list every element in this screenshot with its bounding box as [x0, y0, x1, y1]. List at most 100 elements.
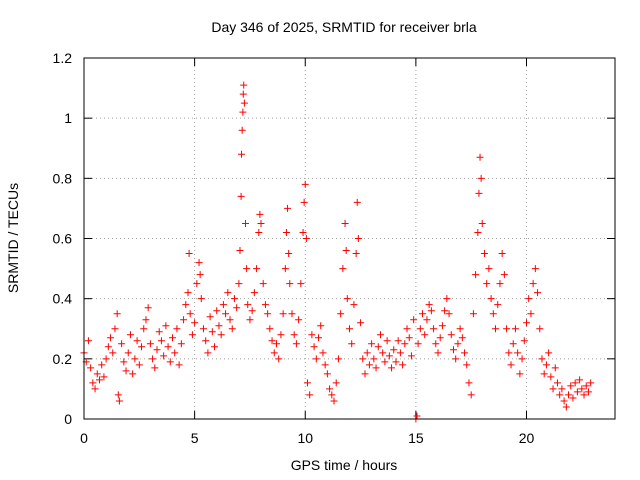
- data-point: [169, 334, 176, 342]
- grid: [84, 58, 615, 419]
- data-point: [430, 325, 438, 333]
- data-point: [193, 280, 201, 288]
- data-point: [438, 322, 446, 330]
- data-point: [323, 370, 331, 378]
- data-point: [370, 355, 378, 363]
- data-point: [553, 379, 561, 387]
- data-point: [357, 319, 365, 327]
- data-point: [288, 310, 296, 318]
- data-point: [463, 361, 471, 369]
- data-point: [319, 349, 327, 357]
- data-point: [184, 289, 192, 297]
- data-point: [138, 343, 146, 351]
- data-point: [489, 310, 497, 318]
- data-point: [142, 316, 150, 324]
- data-point: [217, 331, 225, 339]
- data-point: [536, 325, 544, 333]
- data-point: [326, 385, 334, 393]
- data-point: [496, 280, 504, 288]
- data-point: [195, 259, 203, 267]
- data-point: [582, 382, 590, 390]
- data-point: [171, 349, 179, 357]
- data-point: [472, 271, 480, 279]
- data-point: [505, 349, 513, 357]
- data-point: [312, 355, 320, 363]
- data-point: [162, 322, 170, 330]
- data-point: [290, 331, 298, 339]
- data-point: [259, 280, 267, 288]
- data-point: [182, 301, 190, 309]
- data-point: [346, 325, 353, 333]
- data-point: [310, 343, 318, 351]
- data-point: [199, 325, 207, 333]
- data-point: [240, 81, 248, 89]
- data-point: [255, 228, 263, 236]
- data-point: [328, 391, 336, 399]
- data-point: [133, 337, 141, 345]
- data-point: [135, 361, 143, 369]
- data-point: [514, 349, 522, 357]
- chart-title: Day 346 of 2025, SRMTID for receiver brl…: [211, 19, 477, 35]
- plot-frame: [83, 57, 616, 420]
- data-point: [257, 219, 265, 227]
- data-point: [560, 397, 568, 405]
- data-point: [91, 385, 99, 393]
- data-point: [186, 310, 194, 318]
- data-point: [343, 295, 351, 303]
- data-point: [423, 316, 431, 324]
- data-point: [124, 349, 132, 357]
- data-point: [518, 355, 526, 363]
- data-point: [359, 355, 367, 363]
- data-point: [129, 370, 137, 378]
- data-point: [111, 325, 119, 333]
- data-point: [213, 307, 221, 315]
- data-point: [390, 346, 398, 354]
- data-point: [584, 388, 592, 396]
- data-point: [392, 358, 400, 366]
- data-point: [494, 301, 502, 309]
- data-point: [285, 250, 293, 258]
- data-point: [84, 337, 92, 345]
- data-point: [87, 364, 95, 372]
- data-point: [456, 325, 464, 333]
- y-tick-label: 0.6: [53, 231, 73, 247]
- data-point: [284, 204, 292, 212]
- data-point: [239, 108, 247, 116]
- y-tick-label: 0.2: [53, 351, 73, 367]
- data-point: [317, 322, 325, 330]
- data-point: [131, 355, 139, 363]
- data-point: [238, 150, 246, 158]
- x-tick-label: 0: [80, 430, 88, 446]
- data-point: [507, 361, 515, 369]
- data-point: [144, 304, 152, 312]
- data-point: [569, 394, 577, 402]
- data-point: [551, 364, 559, 372]
- data-point: [222, 310, 230, 318]
- data-point: [365, 361, 373, 369]
- data-point: [118, 340, 126, 348]
- data-point: [476, 153, 484, 161]
- data-point: [109, 349, 117, 357]
- data-point: [122, 367, 130, 375]
- data-point: [558, 385, 566, 393]
- data-point: [166, 358, 174, 366]
- data-point: [342, 247, 350, 255]
- data-point: [315, 334, 323, 342]
- data-point: [401, 340, 409, 348]
- data-point: [403, 325, 411, 333]
- data-point: [376, 331, 384, 339]
- data-point: [238, 126, 246, 134]
- data-point: [443, 295, 451, 303]
- data-point: [350, 301, 358, 309]
- data-point: [244, 301, 252, 309]
- data-point: [469, 310, 477, 318]
- data-point: [545, 349, 553, 357]
- data-point: [556, 391, 564, 399]
- data-point: [196, 271, 204, 279]
- data-point: [211, 343, 219, 351]
- data-point: [224, 289, 232, 297]
- x-tick-label: 10: [297, 430, 313, 446]
- data-point: [425, 301, 433, 309]
- data-point: [295, 316, 303, 324]
- data-point: [467, 391, 475, 399]
